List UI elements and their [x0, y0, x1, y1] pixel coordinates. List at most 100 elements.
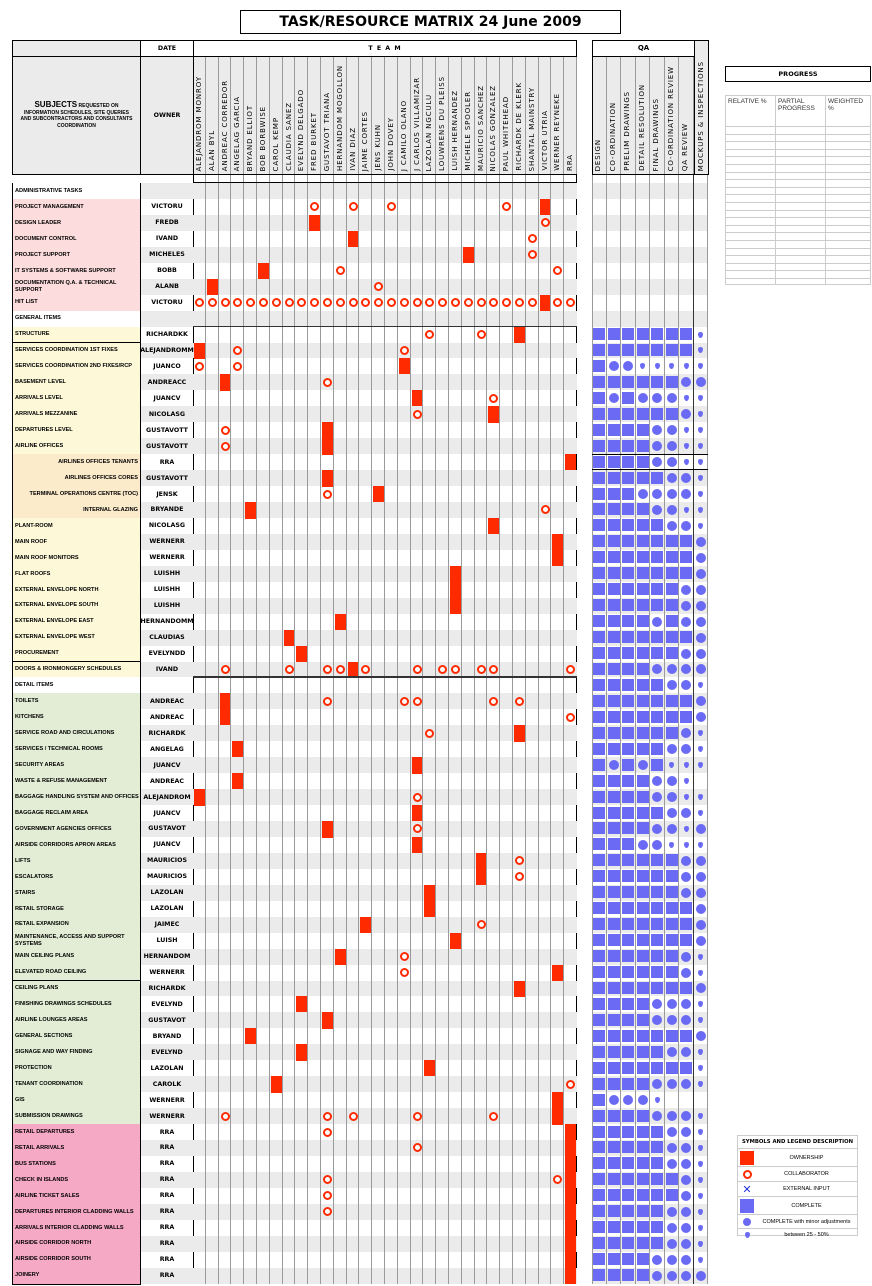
ownership-marker[interactable]	[565, 1171, 577, 1189]
collaborator-marker[interactable]	[425, 330, 435, 340]
collaborator-marker[interactable]	[386, 298, 396, 308]
collaborator-marker[interactable]	[284, 664, 294, 674]
team-member-column[interactable]: CAROL KEMP	[270, 57, 283, 174]
collaborator-marker[interactable]	[425, 728, 435, 738]
collaborator-marker[interactable]	[374, 298, 384, 308]
ownership-marker[interactable]	[360, 916, 372, 934]
ownership-marker[interactable]	[270, 1076, 283, 1093]
row-label[interactable]: MAIN ROOF MONITORS	[12, 549, 141, 567]
collaborator-marker[interactable]	[348, 202, 358, 212]
collaborator-marker[interactable]	[476, 920, 486, 930]
collaborator-marker[interactable]	[399, 345, 409, 355]
ownership-marker[interactable]	[424, 1060, 436, 1077]
collaborator-marker[interactable]	[310, 298, 320, 308]
row-label[interactable]: SERVICES COORDINATION 1ST FIXES	[12, 342, 141, 360]
ownership-marker[interactable]	[565, 1251, 577, 1269]
row-label[interactable]: LIFTS	[12, 852, 141, 870]
team-member-column[interactable]: ANDREAC CORREDOR	[219, 57, 232, 174]
ownership-marker[interactable]	[475, 868, 487, 886]
ownership-marker[interactable]	[334, 613, 347, 631]
row-label[interactable]: EXTERNAL ENVELOPE SOUTH	[12, 597, 141, 615]
row-label[interactable]: ARRIVALS MEZZANINE	[12, 406, 141, 424]
collaborator-marker[interactable]	[566, 712, 576, 722]
collaborator-marker[interactable]	[399, 298, 409, 308]
team-member-column[interactable]: IVAN DIAZ	[347, 57, 360, 174]
collaborator-marker[interactable]	[514, 872, 524, 882]
team-member-column[interactable]: MAURICIO SANCHEZ	[475, 57, 488, 174]
collaborator-marker[interactable]	[566, 298, 576, 308]
team-member-column[interactable]: JENS KUHN	[372, 57, 385, 174]
team-member-column[interactable]: ANGELAG GARCIA	[231, 57, 245, 174]
collaborator-marker[interactable]	[335, 266, 345, 276]
row-label[interactable]: AIRLINE LOUNGES AREAS	[12, 1012, 141, 1030]
row-label[interactable]: GIS	[12, 1092, 141, 1110]
ownership-marker[interactable]	[194, 789, 206, 806]
collaborator-marker[interactable]	[566, 664, 576, 674]
collaborator-marker[interactable]	[553, 266, 563, 276]
row-label[interactable]: AIRSIDE CORRIDOR NORTH	[12, 1235, 141, 1253]
row-label[interactable]: ARRIVALS LEVEL	[12, 390, 141, 408]
row-label[interactable]: DETAIL ITEMS	[12, 677, 141, 695]
collaborator-marker[interactable]	[374, 282, 384, 292]
team-member-column[interactable]: PAUL WHITEHEAD	[500, 57, 513, 174]
collaborator-marker[interactable]	[220, 441, 230, 451]
row-label[interactable]: ADMINISTRATIVE TASKS	[12, 183, 141, 200]
ownership-marker[interactable]	[565, 1140, 577, 1157]
row-label[interactable]: DOCUMENT CONTROL	[12, 230, 141, 248]
ownership-marker[interactable]	[322, 1012, 334, 1029]
collaborator-marker[interactable]	[412, 824, 422, 834]
row-label[interactable]: AIRLINES OFFICES TENANTS	[12, 454, 141, 472]
collaborator-marker[interactable]	[361, 298, 371, 308]
ownership-marker[interactable]	[450, 581, 462, 599]
team-member-column[interactable]: J CAMILO OLANO	[398, 57, 411, 174]
ownership-marker[interactable]	[296, 996, 308, 1013]
collaborator-marker[interactable]	[322, 1207, 332, 1217]
team-member-column[interactable]: BOB BORBWISE	[257, 57, 270, 174]
collaborator-marker[interactable]	[322, 298, 332, 308]
ownership-marker[interactable]	[462, 246, 475, 264]
row-label[interactable]: PROTECTION	[12, 1060, 141, 1078]
collaborator-marker[interactable]	[233, 298, 243, 308]
collaborator-marker[interactable]	[194, 361, 204, 371]
ownership-marker[interactable]	[539, 198, 551, 216]
collaborator-marker[interactable]	[514, 298, 524, 308]
ownership-marker[interactable]	[245, 502, 257, 519]
ownership-marker[interactable]	[565, 454, 577, 471]
row-label[interactable]: ESCALATORS	[12, 868, 141, 886]
ownership-marker[interactable]	[565, 1235, 577, 1253]
row-label[interactable]: DOCUMENTATION Q.A. & TECHNICAL SUPPORT	[12, 278, 141, 296]
collaborator-marker[interactable]	[553, 1175, 563, 1185]
team-member-column[interactable]: FRED BURKET	[308, 57, 321, 174]
row-label[interactable]: DOORS & IRONMONGERY SCHEDULES	[12, 661, 141, 679]
row-label[interactable]: BASEMENT LEVEL	[12, 374, 141, 392]
collaborator-marker[interactable]	[207, 298, 217, 308]
ownership-marker[interactable]	[219, 374, 231, 391]
team-member-column[interactable]: LUISH HERNANDEZ	[449, 57, 462, 174]
collaborator-marker[interactable]	[399, 952, 409, 962]
row-label[interactable]: AIRLINE TICKET SALES	[12, 1187, 141, 1205]
collaborator-marker[interactable]	[284, 298, 294, 308]
collaborator-marker[interactable]	[220, 425, 230, 435]
ownership-marker[interactable]	[565, 1219, 577, 1237]
row-label[interactable]: ARRIVALS INTERIOR CLADDING WALLS	[12, 1219, 141, 1237]
ownership-marker[interactable]	[552, 1092, 564, 1109]
row-label[interactable]: PROJECT SUPPORT	[12, 246, 141, 264]
collaborator-marker[interactable]	[412, 1143, 422, 1153]
collaborator-marker[interactable]	[361, 664, 371, 674]
row-label[interactable]: SERVICES / TECHNICAL ROOMS	[12, 741, 141, 759]
row-label[interactable]: BUS STATIONS	[12, 1155, 141, 1173]
collaborator-marker[interactable]	[322, 696, 332, 706]
collaborator-marker[interactable]	[348, 298, 358, 308]
ownership-marker[interactable]	[552, 533, 564, 551]
ownership-marker[interactable]	[514, 725, 526, 742]
ownership-marker[interactable]	[514, 980, 526, 998]
ownership-marker[interactable]	[206, 278, 219, 296]
ownership-marker[interactable]	[296, 1044, 308, 1061]
collaborator-marker[interactable]	[450, 298, 460, 308]
ownership-marker[interactable]	[334, 948, 347, 966]
collaborator-marker[interactable]	[476, 330, 486, 340]
row-label[interactable]: CEILING PLANS	[12, 980, 141, 998]
ownership-marker[interactable]	[398, 358, 411, 375]
team-member-column[interactable]: JOHN DOVEY	[385, 57, 398, 174]
row-label[interactable]: PLANT-ROOM	[12, 517, 141, 535]
